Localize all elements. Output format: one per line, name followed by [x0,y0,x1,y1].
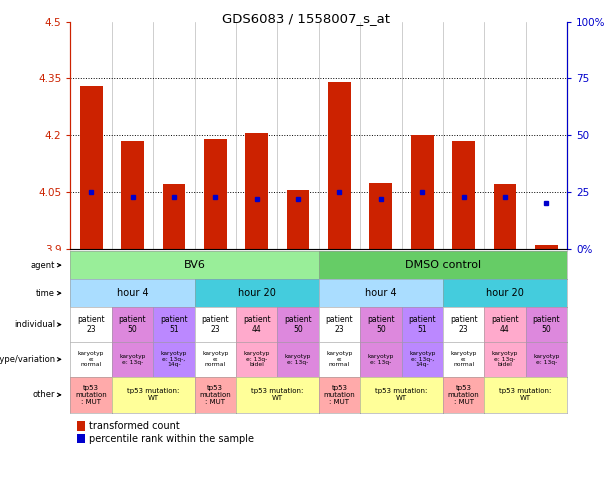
Text: time: time [36,289,55,298]
Text: tp53
mutation
: MUT: tp53 mutation : MUT [447,385,479,405]
Text: tp53 mutation:
WT: tp53 mutation: WT [375,388,428,401]
Text: hour 4: hour 4 [365,288,397,298]
Text: patient
44: patient 44 [491,315,519,334]
Bar [287,190,310,249]
Text: genotype/variation: genotype/variation [0,355,55,364]
Text: patient
44: patient 44 [243,315,270,334]
Text: tp53 mutation:
WT: tp53 mutation: WT [500,388,552,401]
Text: karyotyp
e: 13q-,
14q-: karyotyp e: 13q-, 14q- [409,351,435,368]
Bar [370,183,392,249]
Text: karyotyp
e: 13q-
bidel: karyotyp e: 13q- bidel [492,351,518,368]
Bar [535,245,558,249]
Bar [204,139,227,249]
Bar [493,185,516,249]
Bar [328,82,351,249]
Text: karyotyp
e:
normal: karyotyp e: normal [202,351,229,368]
Text: tp53
mutation
: MUT: tp53 mutation : MUT [324,385,356,405]
Text: karyotyp
e: 13q-,
14q-: karyotyp e: 13q-, 14q- [161,351,187,368]
Text: other: other [32,390,55,399]
Text: hour 20: hour 20 [238,288,276,298]
Text: hour 4: hour 4 [116,288,148,298]
Text: patient
23: patient 23 [202,315,229,334]
Text: tp53 mutation:
WT: tp53 mutation: WT [251,388,303,401]
Bar [411,135,433,249]
Text: patient
51: patient 51 [160,315,188,334]
Text: karyotyp
e: 13q-: karyotyp e: 13q- [533,354,560,365]
Text: patient
23: patient 23 [77,315,105,334]
Text: DMSO control: DMSO control [405,260,481,270]
Text: patient
23: patient 23 [450,315,478,334]
Text: karyotyp
e: 13q-
bidel: karyotyp e: 13q- bidel [243,351,270,368]
Text: tp53
mutation
: MUT: tp53 mutation : MUT [75,385,107,405]
Text: transformed count: transformed count [89,421,180,431]
Bar [245,133,268,249]
Text: patient
50: patient 50 [533,315,560,334]
Text: karyotyp
e: 13q-: karyotyp e: 13q- [285,354,311,365]
Text: karyotyp
e:
normal: karyotyp e: normal [451,351,477,368]
Text: percentile rank within the sample: percentile rank within the sample [89,434,254,443]
Text: karyotyp
e: 13q-: karyotyp e: 13q- [368,354,394,365]
Text: tp53
mutation
: MUT: tp53 mutation : MUT [199,385,231,405]
Bar [452,141,475,249]
Text: BV6: BV6 [184,260,205,270]
Text: agent: agent [31,261,55,270]
Text: patient
50: patient 50 [367,315,395,334]
Text: tp53 mutation:
WT: tp53 mutation: WT [127,388,180,401]
Text: hour 20: hour 20 [486,288,524,298]
Bar [162,185,185,249]
Text: karyotyp
e:
normal: karyotyp e: normal [326,351,352,368]
Text: GDS6083 / 1558007_s_at: GDS6083 / 1558007_s_at [223,12,390,25]
Text: patient
23: patient 23 [326,315,353,334]
Bar [121,141,144,249]
Text: patient
50: patient 50 [284,315,312,334]
Text: karyotyp
e:
normal: karyotyp e: normal [78,351,104,368]
Text: patient
50: patient 50 [119,315,147,334]
Text: karyotyp
e: 13q-: karyotyp e: 13q- [120,354,146,365]
Bar [80,86,102,249]
Text: individual: individual [14,320,55,329]
Text: patient
51: patient 51 [408,315,436,334]
